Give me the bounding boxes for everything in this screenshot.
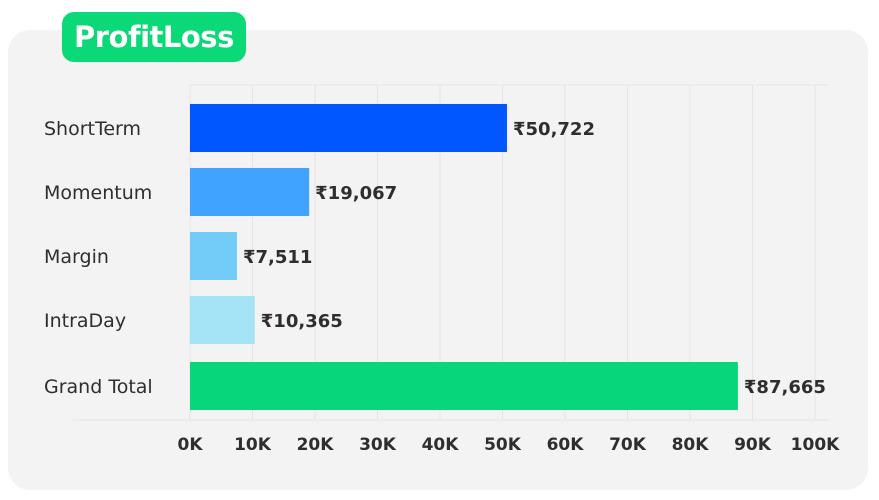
value-label: ₹19,067 <box>315 183 397 204</box>
bar <box>190 232 237 280</box>
labels: 0K 10K 20K 30K 40K 50K 60K 70K 80K 90K 100K ShortTe… <box>44 118 840 455</box>
value-label: ₹7,511 <box>243 247 312 268</box>
x-tick-label: 80K <box>672 435 710 455</box>
x-tick-label: 70K <box>609 435 647 455</box>
chart-title: ProfitLoss <box>62 12 246 62</box>
x-tick-label: 40K <box>422 435 460 455</box>
bar <box>190 104 508 152</box>
x-tick-label: 0K <box>177 435 203 455</box>
category-label: Momentum <box>44 182 152 204</box>
x-tick-label: 50K <box>484 435 522 455</box>
value-label: ₹50,722 <box>513 119 595 140</box>
x-tick-label: 10K <box>234 435 272 455</box>
bar <box>190 362 738 410</box>
value-label: ₹10,365 <box>261 311 343 332</box>
category-label: Grand Total <box>44 376 153 398</box>
value-label: ₹87,665 <box>744 377 826 398</box>
x-tick-label: 60K <box>547 435 585 455</box>
bar <box>190 296 255 344</box>
x-tick-label: 30K <box>359 435 397 455</box>
x-tick-label: 100K <box>791 435 840 455</box>
category-label: IntraDay <box>44 310 126 332</box>
category-label: ShortTerm <box>44 118 141 140</box>
category-label: Margin <box>44 246 109 268</box>
x-tick-label: 90K <box>734 435 772 455</box>
x-tick-label: 20K <box>297 435 335 455</box>
bars <box>190 104 738 410</box>
bar <box>190 168 310 216</box>
